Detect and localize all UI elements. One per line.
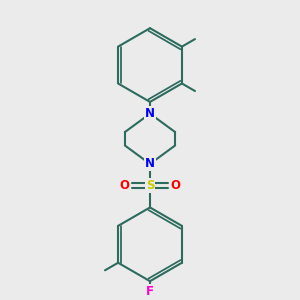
- Text: S: S: [146, 179, 154, 192]
- Text: F: F: [146, 285, 154, 298]
- Text: N: N: [145, 107, 155, 120]
- Text: N: N: [145, 158, 155, 170]
- Text: O: O: [119, 179, 129, 192]
- Text: O: O: [171, 179, 181, 192]
